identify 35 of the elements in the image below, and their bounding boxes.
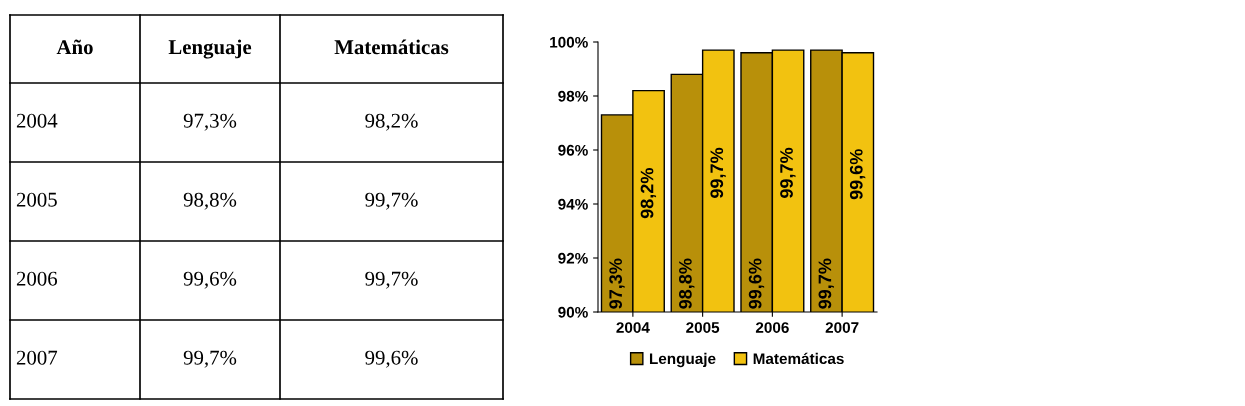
text: 98,2% — [365, 113, 418, 131]
y-tick-label: 100% — [550, 36, 588, 48]
text: 99,7% — [365, 192, 418, 210]
x-tick-label: 2007 — [825, 322, 859, 333]
text: 99,7% — [365, 271, 418, 289]
legend-label: Lenguaje — [649, 352, 716, 368]
category-label: 2006 — [16, 271, 58, 286]
data-label: 98,8% — [678, 258, 695, 309]
legend-label: Matemáticas — [753, 352, 844, 365]
category-label: 2007 — [16, 350, 58, 365]
text: 99,6% — [365, 350, 418, 368]
x-tick-label: 2006 — [755, 322, 789, 333]
category-label: 2005 — [16, 192, 57, 207]
y-tick-label: 92% — [558, 252, 588, 264]
data-label: 99,7% — [780, 147, 796, 198]
text: 97,3% — [183, 113, 237, 131]
data-label: 99,7% — [710, 147, 726, 198]
data-label: 98,2% — [640, 168, 657, 219]
text: Matemáticas — [334, 39, 449, 55]
text: 98,8% — [183, 192, 237, 210]
x-tick-label: 2004 — [616, 322, 650, 333]
y-tick-label: 96% — [558, 144, 588, 156]
data-label: 99,7% — [818, 258, 834, 309]
category-label: 2004 — [16, 113, 58, 128]
y-tick-label: 98% — [558, 90, 588, 102]
text: Año — [56, 39, 93, 55]
text: 99,7% — [183, 350, 237, 368]
text: 99,6% — [183, 271, 237, 289]
x-tick-label: 2005 — [686, 322, 720, 333]
data-label: 99,6% — [748, 258, 765, 309]
data-label: 99,6% — [849, 149, 866, 200]
y-tick-label: 94% — [558, 198, 588, 210]
data-label: 97,3% — [609, 258, 625, 309]
text: Lenguaje — [168, 39, 252, 59]
y-tick-label: 90% — [558, 306, 588, 318]
